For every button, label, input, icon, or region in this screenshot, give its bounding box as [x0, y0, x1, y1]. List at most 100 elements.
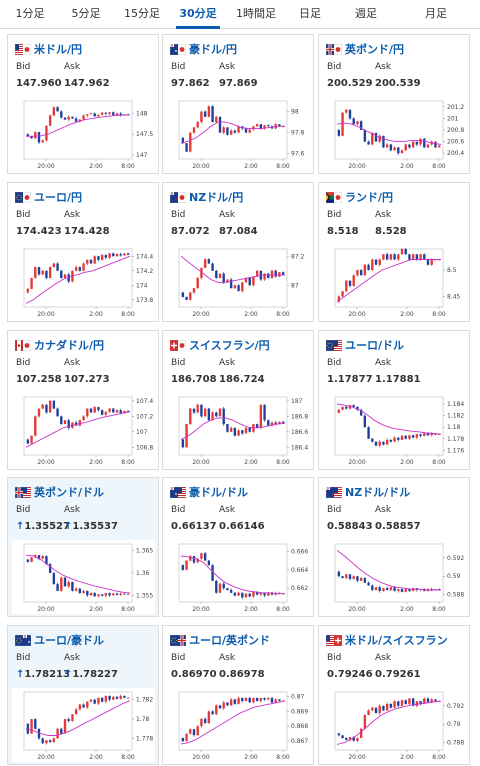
- bid-price: 87.072: [171, 226, 210, 237]
- currency-pair-link[interactable]: NZドル/ドル: [345, 486, 411, 499]
- candle: [352, 737, 355, 741]
- rate-card[interactable]: 英ポンド/ドル Bid Ask ↑1.35527 ↑1.35537 1.365 1.36 1.…: [7, 477, 159, 617]
- candlestick-chart[interactable]: 0.592 0.59 0.588 20:00 2:00 8:00: [323, 540, 466, 614]
- candle: [115, 593, 119, 595]
- x-tick-label: 20:00: [348, 606, 365, 613]
- candlestick-chart[interactable]: 1.184 1.182 1.18 1.178 1.176 20:00 2:00 8:00: [323, 393, 466, 467]
- candle: [181, 738, 185, 742]
- candle: [270, 422, 274, 426]
- rate-card[interactable]: ユーロ/ドル Bid Ask 1.17877 1.17881 1.184 1.182 1.18…: [318, 330, 470, 470]
- tab-1[interactable]: 5分足: [71, 7, 101, 20]
- tab-2[interactable]: 15分足: [124, 7, 160, 20]
- candle: [363, 415, 367, 428]
- tab-4[interactable]: 1時間足: [236, 7, 276, 20]
- rate-card[interactable]: 豪ドル/円 Bid Ask 97.862 97.869 98 97.8 97.6 20:00 2:…: [162, 34, 314, 174]
- candlestick-chart[interactable]: 1.365 1.36 1.355 20:00 2:00 8:00: [12, 540, 155, 614]
- candlestick-chart[interactable]: 8.5 8.45 20:00 2:00 8:00: [323, 245, 466, 319]
- candle: [48, 115, 52, 126]
- candle: [382, 254, 385, 260]
- currency-pair-link[interactable]: 米ドル/スイスフラン: [345, 634, 448, 647]
- currency-pair-link[interactable]: ユーロ/豪ドル: [34, 634, 105, 647]
- candle: [82, 416, 85, 421]
- candlestick-chart[interactable]: 87.2 87 20:00 2:00 8:00: [167, 245, 310, 319]
- candlestick-chart[interactable]: 1.782 1.78 1.778 20:00 2:00 8:00: [12, 688, 155, 762]
- currency-pair-link[interactable]: ユーロ/円: [34, 191, 83, 204]
- currency-pair-link[interactable]: 豪ドル/円: [189, 43, 238, 56]
- candlestick-chart[interactable]: 107.4 107.2 107 106.8 20:00 2:00 8:00: [12, 393, 155, 467]
- candle: [215, 580, 218, 593]
- currency-pair-link[interactable]: ランド/円: [345, 191, 394, 204]
- bid-label: Bid: [327, 505, 342, 515]
- candle: [404, 144, 407, 151]
- x-tick-label: 2:00: [400, 606, 414, 613]
- x-tick-label: 2:00: [89, 606, 103, 613]
- candle: [115, 113, 119, 116]
- y-tick-label: 0.869: [291, 708, 308, 715]
- currency-pair-link[interactable]: 英ポンド/円: [345, 43, 405, 56]
- rate-card[interactable]: ユーロ/英ポンド Bid Ask 0.86970 0.86978 0.87 0.869 0.8…: [162, 625, 314, 765]
- ask-price: 0.58857: [375, 521, 421, 532]
- rate-card[interactable]: 英ポンド/円 Bid Ask 200.529 200.539 201.2 201 200.8 2…: [318, 34, 470, 174]
- candle: [112, 696, 115, 700]
- candlestick-chart[interactable]: 0.87 0.869 0.868 0.867 20:00 2:00 8:00: [167, 688, 310, 762]
- candlestick-chart[interactable]: 148 147.5 147 20:00 2:00 8:00: [12, 97, 155, 171]
- candlestick-chart[interactable]: 187 186.8 186.6 186.4 20:00 2:00 8:00: [167, 393, 310, 467]
- currency-pair-link[interactable]: NZドル/円: [189, 191, 244, 204]
- candle: [233, 427, 237, 436]
- rate-card[interactable]: 豪ドル/ドル Bid Ask 0.66137 0.66146 0.666 0.664 0.66…: [162, 477, 314, 617]
- bid-label: Bid: [16, 653, 31, 663]
- candle: [411, 435, 415, 438]
- rate-card[interactable]: カナダドル/円 Bid Ask 107.258 107.273 107.4 107.2 107…: [7, 330, 159, 470]
- candle: [218, 705, 222, 709]
- candle: [430, 699, 433, 703]
- candlestick-chart[interactable]: 174.4 174.2 174 173.8 20:00 2:00 8:00: [12, 245, 155, 319]
- candle: [374, 707, 378, 714]
- candle: [108, 253, 111, 258]
- candlestick-chart[interactable]: 0.792 0.79 0.788 20:00 2:00 8:00: [323, 688, 466, 762]
- candle: [119, 254, 122, 256]
- tab-0[interactable]: 1分足: [15, 7, 45, 20]
- candle: [56, 263, 59, 271]
- currency-pair-link[interactable]: 豪ドル/ドル: [189, 486, 249, 499]
- candle: [108, 408, 111, 412]
- x-tick-label: 20:00: [192, 311, 209, 318]
- candle: [359, 728, 363, 739]
- candle: [222, 273, 225, 283]
- tab-7[interactable]: 月足: [425, 7, 447, 20]
- candle: [263, 125, 266, 129]
- rate-card[interactable]: スイスフラン/円 Bid Ask 186.708 186.724 187 186.8 186.…: [162, 330, 314, 470]
- rate-card[interactable]: 米ドル/円 Bid Ask 147.960 147.962 148 147.5 147 20:0…: [7, 34, 159, 174]
- candle: [207, 711, 211, 724]
- y-tick-label: 0.666: [291, 548, 308, 555]
- rate-card[interactable]: 米ドル/スイスフラン Bid Ask 0.79246 0.79261 0.792 0.79 0…: [318, 625, 470, 765]
- currency-pair-link[interactable]: カナダドル/円: [34, 339, 105, 352]
- candle: [222, 583, 225, 589]
- rate-card[interactable]: ランド/円 Bid Ask 8.518 8.528 8.5 8.45 20:00 2:00 8:0…: [318, 182, 470, 322]
- candle: [196, 558, 199, 563]
- ask-label: Ask: [64, 505, 81, 515]
- rate-card[interactable]: ユーロ/円 Bid Ask 174.423 174.428 174.4 174.2 174 17…: [7, 182, 159, 322]
- candlestick-chart[interactable]: 0.666 0.664 0.662 20:00 2:00 8:00: [167, 540, 310, 614]
- candlestick-chart[interactable]: 201.2 201 200.8 200.6 200.4 20:00 2:00 8:00: [323, 97, 466, 171]
- candle: [371, 132, 374, 145]
- moving-average-line: [336, 700, 442, 745]
- currency-pair-link[interactable]: 米ドル/円: [34, 43, 83, 56]
- candle: [345, 406, 348, 409]
- candle: [252, 697, 255, 703]
- candle: [218, 273, 222, 278]
- rate-card[interactable]: ユーロ/豪ドル Bid Ask ↑1.78213 ↑1.78227 1.782 1.78 1.…: [7, 625, 159, 765]
- tab-5[interactable]: 日足: [299, 7, 321, 20]
- candlestick-chart[interactable]: 98 97.8 97.6 20:00 2:00 8:00: [167, 97, 310, 171]
- currency-pair-link[interactable]: ユーロ/英ポンド: [189, 634, 271, 647]
- tab-6[interactable]: 週足: [355, 7, 377, 20]
- currency-pair-link[interactable]: スイスフラン/円: [189, 339, 270, 352]
- currency-pair-link[interactable]: ユーロ/ドル: [345, 339, 405, 352]
- rate-card[interactable]: NZドル/円 Bid Ask 87.072 87.084 87.2 87 20:00 2:00 8…: [162, 182, 314, 322]
- candle: [363, 715, 367, 729]
- tab-3[interactable]: 30分足: [172, 0, 224, 29]
- rate-card[interactable]: NZドル/ドル Bid Ask 0.58843 0.58857 0.592 0.59 0.58…: [318, 477, 470, 617]
- candle: [215, 116, 218, 123]
- currency-pair-link[interactable]: 英ポンド/ドル: [34, 486, 105, 499]
- candle: [67, 274, 70, 282]
- candle: [426, 144, 430, 148]
